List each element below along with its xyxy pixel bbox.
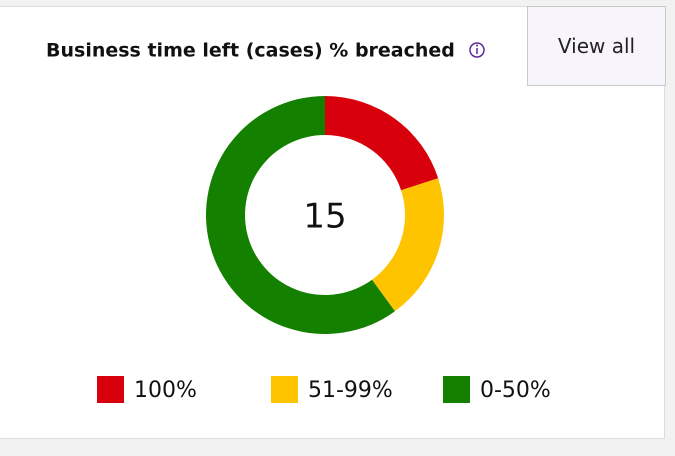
legend-swatch: [443, 376, 470, 403]
info-icon[interactable]: [469, 42, 485, 58]
donut-segment: [206, 96, 395, 334]
center-total: 15: [303, 197, 346, 237]
legend-label: 0-50%: [480, 378, 551, 403]
donut-segment: [372, 178, 445, 312]
donut-segment: [325, 96, 439, 191]
legend-label: 51-99%: [308, 378, 393, 403]
chart-title: Business time left (cases) % breached: [46, 40, 455, 62]
legend-swatch: [271, 376, 298, 403]
legend-swatch: [97, 376, 124, 403]
view-all-button[interactable]: View all: [527, 6, 666, 86]
legend-label: 100%: [134, 378, 197, 403]
